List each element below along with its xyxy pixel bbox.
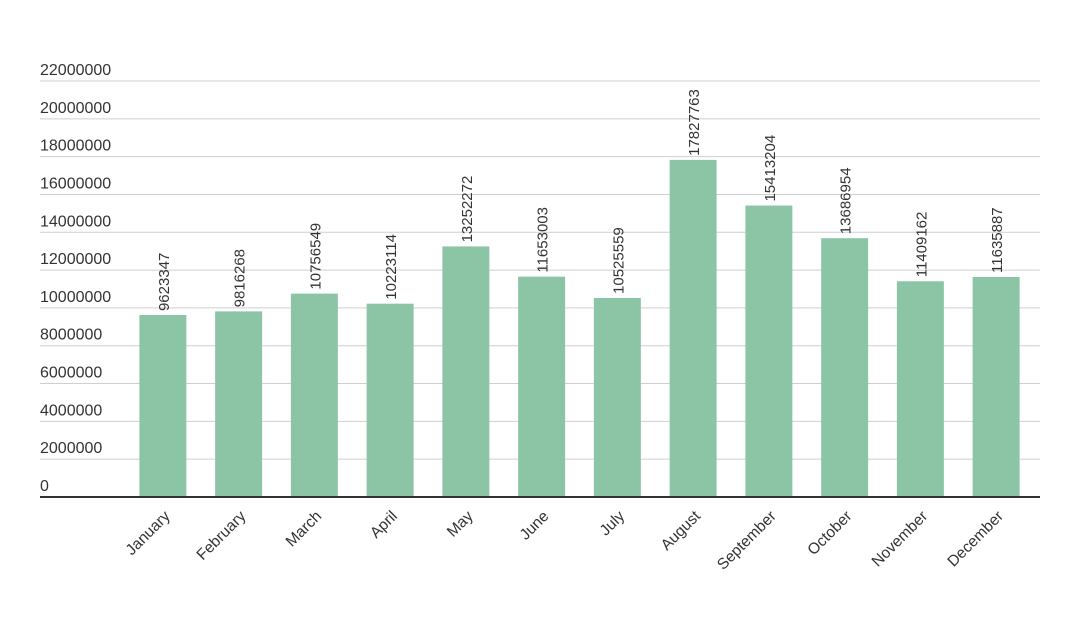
data-label-march: 10756549: [307, 223, 324, 290]
x-tick-label-september: September: [714, 508, 780, 574]
data-label-may: 13252272: [459, 176, 476, 243]
data-label-june: 11653003: [535, 207, 552, 273]
bar-december: [972, 276, 1020, 497]
x-tick-label-june: June: [517, 508, 553, 544]
y-tick-label: 18000000: [40, 138, 111, 155]
y-tick-label: 20000000: [40, 100, 111, 117]
bar-august: [669, 159, 717, 498]
data-label-august: 17827763: [686, 89, 703, 156]
y-tick-label: 22000000: [40, 62, 111, 79]
y-tick-label: 8000000: [40, 327, 102, 344]
bar-november: [896, 281, 944, 497]
bar-march: [290, 293, 338, 497]
bar-april: [366, 303, 414, 497]
bar-june: [518, 276, 566, 497]
bar-july: [593, 297, 641, 497]
x-tick-label-august: August: [658, 507, 705, 554]
bar-october: [821, 238, 869, 497]
x-tick-label-november: November: [869, 508, 932, 571]
data-label-september: 15413204: [762, 135, 779, 202]
y-tick-label: 4000000: [40, 402, 102, 419]
y-tick-label: 0: [40, 478, 49, 495]
y-tick-label: 16000000: [40, 175, 111, 192]
x-tick-label-february: February: [194, 508, 250, 564]
data-label-april: 10223114: [383, 234, 400, 300]
data-label-february: 9816268: [232, 249, 249, 307]
y-axis-tick-labels: 0 2000000 4000000 6000000 8000000 10000000 120…: [40, 62, 111, 495]
y-tick-label: 14000000: [40, 213, 111, 230]
x-tick-label-march: March: [283, 508, 325, 550]
x-tick-label-may: May: [444, 508, 477, 541]
y-tick-label: 6000000: [40, 365, 102, 382]
x-tick-label-december: December: [944, 508, 1007, 571]
data-labels: 9623347 9816268 10756549 10223114 13252272 11…: [156, 89, 1006, 311]
data-label-october: 13686954: [838, 167, 855, 234]
y-tick-label: 12000000: [40, 251, 111, 268]
data-label-november: 11409162: [913, 212, 930, 278]
x-tick-label-october: October: [804, 508, 855, 559]
y-tick-label: 2000000: [40, 440, 102, 457]
bar-january: [139, 315, 187, 497]
bar-may: [442, 246, 490, 497]
y-tick-label: 10000000: [40, 289, 111, 306]
x-axis-tick-labels: January February March April May June July Augu…: [123, 507, 1007, 573]
x-tick-label-july: July: [597, 508, 629, 540]
data-label-july: 10525559: [610, 227, 627, 294]
data-label-january: 9623347: [156, 253, 173, 311]
bar-september: [745, 205, 793, 497]
data-label-december: 11635887: [989, 207, 1006, 273]
bar-february: [215, 311, 263, 497]
x-tick-label-january: January: [123, 508, 174, 559]
bars: [139, 159, 1020, 498]
x-tick-label-april: April: [367, 508, 401, 542]
